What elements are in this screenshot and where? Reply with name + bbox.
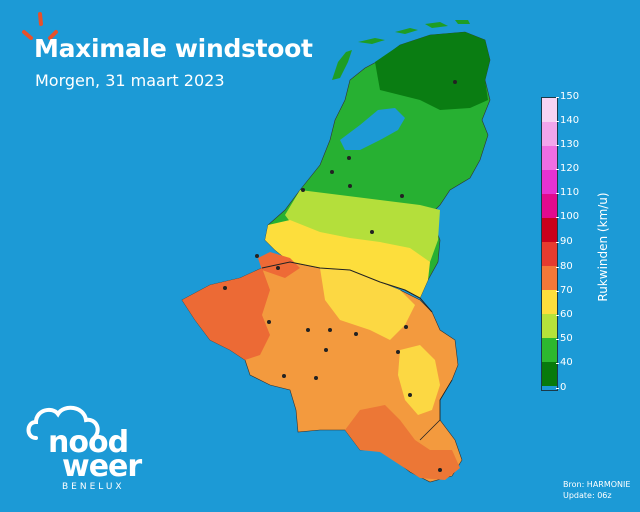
logo-text-benelux: BENELUX xyxy=(62,482,125,492)
map-title: Maximale windstoot xyxy=(34,34,313,63)
legend-tick: 100 xyxy=(555,211,580,222)
source-label: Bron: HARMONIE xyxy=(563,480,631,489)
update-label: Update: 06z xyxy=(563,491,612,500)
legend-tick: 60 xyxy=(556,309,573,320)
ijsselmeer xyxy=(340,108,405,150)
logo-text-weer: weer xyxy=(62,449,142,484)
north-netherlands-dark xyxy=(375,32,490,110)
source-info: Bron: HARMONIE Update: 06z xyxy=(563,479,630,501)
ardennes-region xyxy=(345,405,460,480)
zeeland-region xyxy=(258,252,300,278)
legend-tick: 40 xyxy=(556,357,573,368)
sun-rays-icon xyxy=(22,12,58,40)
legend-tick: 0 xyxy=(555,382,567,393)
noodweer-logo-cloud-icon xyxy=(26,405,100,440)
central-belgium-yellow xyxy=(320,268,415,340)
legend-tick: 130 xyxy=(555,139,580,150)
logo-text-nood: nood xyxy=(48,425,129,460)
legend-tick: 120 xyxy=(555,163,580,174)
legend-tick: 110 xyxy=(555,187,580,198)
east-belgium-yellow xyxy=(398,345,440,415)
wadden-islands xyxy=(332,50,352,80)
legend-tick: 70 xyxy=(556,285,573,296)
map-subtitle: Morgen, 31 maart 2023 xyxy=(35,71,225,90)
legend-tick: 140 xyxy=(555,115,580,126)
legend-tick: 150 xyxy=(555,91,580,102)
west-flanders-region xyxy=(182,268,270,360)
legend-label: Rukwinden (km/u) xyxy=(596,192,610,302)
legend-tick: 90 xyxy=(556,236,573,247)
city-dots xyxy=(223,80,457,472)
legend-tick: 50 xyxy=(556,333,573,344)
south-netherlands-yellow xyxy=(265,220,430,298)
color-scale xyxy=(541,97,558,391)
legend-tick: 80 xyxy=(556,261,573,272)
